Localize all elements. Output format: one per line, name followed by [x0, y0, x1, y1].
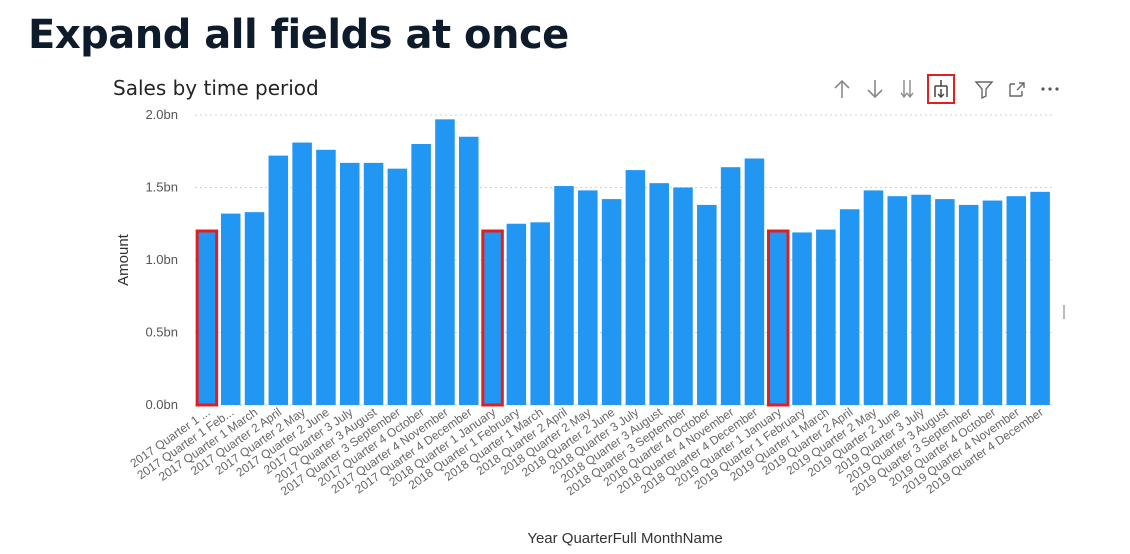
filter-icon	[974, 81, 994, 100]
bar[interactable]	[363, 162, 384, 405]
bar[interactable]	[195, 229, 219, 407]
x-axis-ticks: 2017 Quarter 1 ...2017 Quarter 1 Feb...2…	[128, 405, 1046, 499]
bar[interactable]	[459, 136, 479, 405]
bar[interactable]	[601, 199, 622, 405]
bar[interactable]	[720, 167, 741, 405]
bar[interactable]	[1006, 196, 1027, 405]
bar[interactable]	[625, 170, 646, 405]
bar[interactable]	[244, 212, 265, 405]
focus-mode-button[interactable]	[1005, 76, 1029, 102]
bar[interactable]	[481, 229, 504, 407]
expand-all-button[interactable]	[927, 74, 955, 104]
bar[interactable]	[958, 204, 979, 405]
bar[interactable]	[792, 232, 812, 405]
bar[interactable]	[649, 183, 669, 405]
arrow-down-icon	[867, 80, 883, 99]
next-level-button[interactable]	[895, 76, 919, 102]
bar[interactable]	[220, 213, 241, 405]
more-options-button[interactable]	[1038, 76, 1062, 102]
bar[interactable]	[530, 222, 550, 405]
drill-down-button[interactable]	[863, 76, 887, 102]
bar[interactable]	[316, 149, 336, 405]
y-tick-label: 1.5bn	[145, 180, 178, 195]
bar[interactable]	[578, 190, 598, 405]
resize-handle[interactable]	[1063, 305, 1065, 319]
bar[interactable]	[863, 190, 884, 405]
y-tick-label: 0.5bn	[145, 325, 178, 340]
filter-button[interactable]	[972, 76, 996, 102]
double-arrow-down-icon	[900, 80, 914, 99]
bar[interactable]	[887, 196, 908, 405]
focus-mode-icon	[1009, 82, 1025, 97]
arrow-up-icon	[834, 79, 850, 98]
bar[interactable]	[554, 186, 574, 405]
bar[interactable]	[982, 200, 1003, 405]
bar[interactable]	[411, 144, 431, 405]
page-heading: Expand all fields at once	[28, 12, 569, 58]
bar[interactable]	[935, 199, 955, 405]
bar[interactable]	[911, 194, 931, 405]
bar[interactable]	[292, 142, 312, 406]
bar[interactable]	[839, 209, 860, 405]
y-tick-label: 1.0bn	[145, 252, 178, 267]
bar[interactable]	[673, 187, 693, 406]
bar[interactable]	[339, 162, 360, 405]
drill-up-button[interactable]	[830, 76, 854, 102]
bar[interactable]	[1030, 191, 1050, 405]
chart-title: Sales by time period	[113, 76, 319, 100]
y-axis-ticks: 0.0bn 0.5bn 1.0bn 1.5bn 2.0bn	[145, 107, 178, 412]
bar[interactable]	[816, 229, 836, 405]
bar[interactable]	[435, 119, 455, 405]
bars	[195, 119, 1050, 407]
more-options-icon	[1041, 87, 1059, 91]
expand-hierarchy-icon	[934, 80, 948, 99]
bar[interactable]	[268, 155, 289, 405]
bar[interactable]	[766, 229, 790, 407]
bar[interactable]	[697, 204, 717, 405]
bar[interactable]	[506, 223, 527, 405]
y-tick-label: 2.0bn	[145, 107, 178, 122]
bar[interactable]	[387, 168, 408, 405]
x-axis-label: Year QuarterFull MonthName	[527, 530, 722, 547]
bar[interactable]	[744, 158, 765, 406]
y-tick-label: 0.0bn	[145, 397, 178, 412]
y-axis-label: Amount	[115, 233, 132, 286]
